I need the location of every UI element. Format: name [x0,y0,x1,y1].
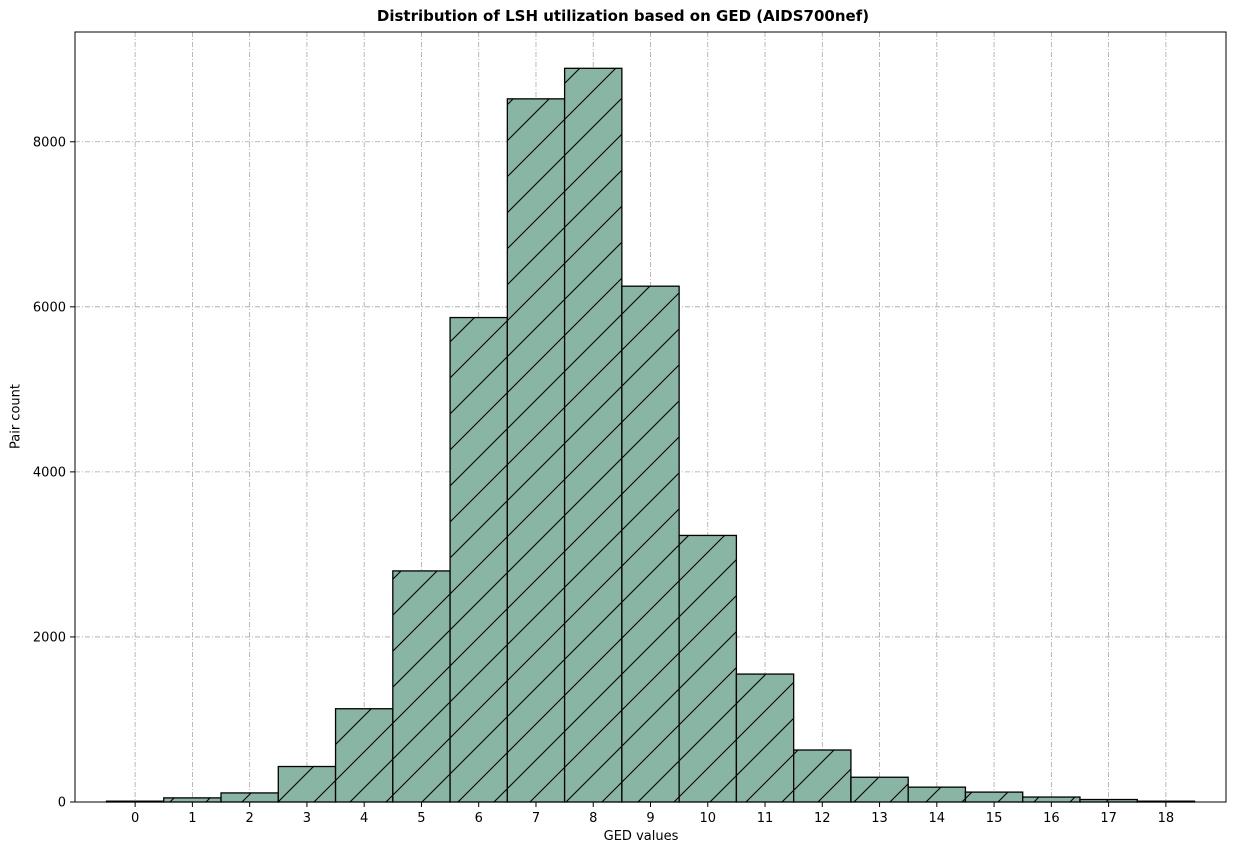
bar-hatch [450,317,508,802]
bar-hatch [965,792,1023,802]
bars [105,67,1196,803]
x-tick-label: 1 [188,811,196,826]
bar-hatch [335,708,393,802]
bar-hatch [392,570,451,802]
x-tick-label: 4 [360,811,368,826]
y-tick-label: 6000 [33,300,66,315]
x-tick-label: 12 [814,811,831,826]
bar-hatch [278,766,336,802]
x-tick-label: 17 [1100,811,1117,826]
x-tick-label: 7 [532,811,540,826]
x-tick-label: 5 [417,811,425,826]
bar-hatch [736,674,794,802]
bar-hatch [507,98,565,802]
axes: 0 1 2 3 4 5 6 7 8 9 10 11 12 13 14 15 16 17 18020004000600… [33,31,1227,826]
bar-hatch [850,777,909,802]
bar-hatch [1022,797,1080,802]
x-tick-label: 8 [589,811,597,826]
x-tick-label: 13 [871,811,888,826]
y-tick-label: 8000 [33,135,66,150]
x-tick-label: 14 [929,811,946,826]
x-tick-label: 3 [303,811,311,826]
x-axis-label: GED values [603,829,679,844]
x-tick-label: 10 [699,811,716,826]
bar-hatch [908,787,966,802]
bar-hatch [1079,799,1138,802]
bar-hatch [621,286,680,802]
y-axis-label: Pair count [8,384,24,449]
y-tick-label: 2000 [33,630,66,645]
x-tick-label: 11 [757,811,774,826]
bar-hatch [793,750,851,802]
x-tick-label: 6 [475,811,483,826]
y-tick-label: 4000 [33,465,66,480]
x-tick-label: 15 [986,811,1003,826]
x-tick-label: 18 [1158,811,1175,826]
bar-hatch [564,68,622,802]
x-tick-label: 9 [646,811,654,826]
x-tick-label: 2 [246,811,254,826]
x-tick-label: 16 [1043,811,1060,826]
chart-title: Distribution of LSH utilization based on… [376,7,870,25]
bar-hatch [221,792,279,802]
x-tick-label: 0 [131,811,139,826]
bar-hatch [679,535,737,802]
bar-hatch [163,797,222,802]
y-tick-label: 0 [58,796,66,811]
